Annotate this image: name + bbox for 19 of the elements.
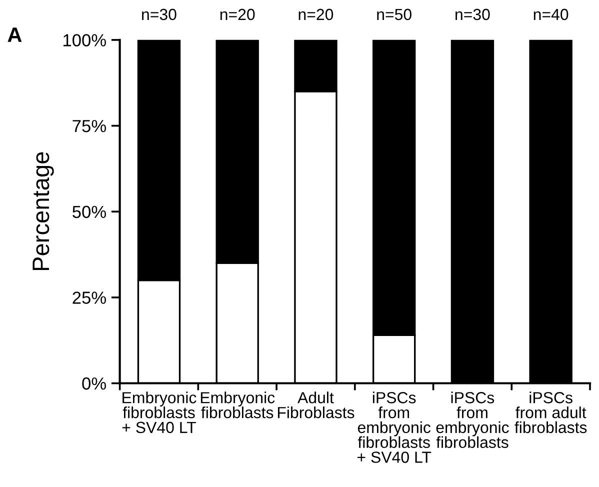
x-tick-label: Embryonic fibroblasts (200, 392, 275, 418)
y-tick-label: 0% (82, 377, 106, 390)
x-tick-label: Adult Fibroblasts (278, 392, 354, 418)
y-tick-label: 25% (72, 292, 106, 304)
y-tick-label: 75% (72, 120, 106, 132)
annotation: n=50 (377, 8, 412, 20)
y-tick-label: 50% (72, 206, 106, 218)
x-tick-label: iPSCs from embryonic fibroblasts (436, 392, 509, 448)
annotation: n=30 (456, 8, 490, 20)
x-tick-label: iPSCs from embryonic fibroblasts + SV40 LT (358, 392, 432, 463)
y-axis-title: Percentage (32, 152, 54, 270)
annotation: n=20 (298, 8, 334, 20)
annotation: n=20 (220, 8, 255, 20)
y-tick-label: 100% (64, 34, 106, 46)
annotation: n=40 (534, 8, 568, 20)
x-tick-label: iPSCs from adult fibroblasts (514, 392, 587, 434)
x-tick-label: Embryonic fibroblasts + SV40 LT (122, 392, 196, 434)
annotation: n=30 (142, 8, 176, 20)
text: A (8, 28, 22, 42)
